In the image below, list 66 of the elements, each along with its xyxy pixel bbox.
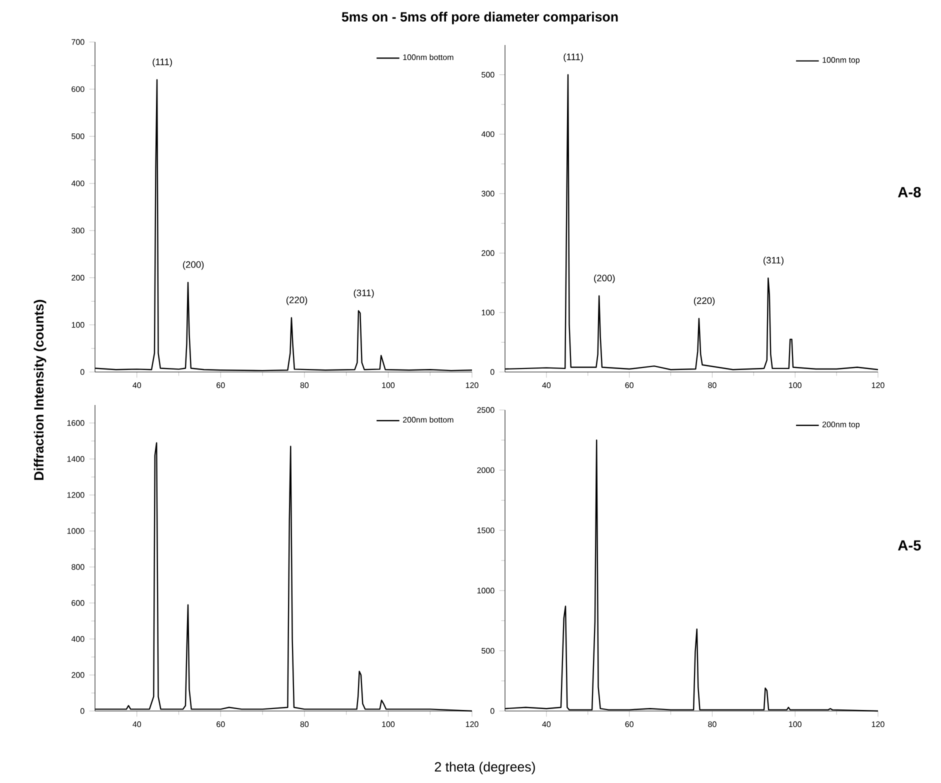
x-tick-label: 100	[382, 382, 395, 388]
annotation: (311)	[354, 289, 374, 298]
x-tick-label: 40	[542, 721, 551, 728]
y-tick-label: 500	[482, 648, 494, 654]
x-tick-label: 40	[542, 382, 551, 388]
y-tick-label: 0	[490, 369, 494, 375]
x-tick-label: 60	[625, 382, 634, 388]
y-tick-label: 1000	[477, 588, 494, 594]
y-tick-label: 100	[482, 310, 494, 316]
y-tick-label: 600	[72, 600, 84, 606]
x-tick-label: 60	[216, 721, 225, 728]
y-tick-label: 600	[72, 86, 84, 92]
x-tick-label: 120	[466, 721, 478, 728]
annotation: (220)	[286, 296, 308, 306]
y-tick-label: 400	[71, 180, 84, 186]
x-tick-label: 60	[625, 721, 634, 728]
y-tick-label: 800	[72, 564, 84, 570]
annotation: (111)	[564, 53, 583, 62]
y-tick-label: 1000	[67, 528, 84, 534]
x-tick-label: 60	[216, 382, 225, 388]
x-axis-title: 2 theta (degrees)	[434, 762, 535, 774]
annotation: (220)	[694, 297, 715, 306]
y-tick-label: 1400	[67, 456, 84, 462]
x-tick-label: 100	[789, 382, 802, 388]
y-tick-label: 100	[72, 322, 84, 328]
x-tick-label: 80	[300, 382, 309, 388]
y-tick-label: 1600	[67, 420, 84, 426]
chart-title: 5ms on - 5ms off pore diameter comparison	[342, 12, 618, 24]
y-tick-label: 2500	[477, 407, 494, 413]
y-tick-label: 0	[80, 369, 84, 375]
y-tick-label: 500	[72, 133, 84, 140]
x-tick-label: 120	[466, 382, 478, 388]
x-tick-label: 100	[382, 721, 395, 728]
legend-label: 200nm top	[822, 422, 860, 429]
y-tick-label: 200	[482, 250, 494, 256]
x-tick-label: 40	[132, 721, 142, 728]
annotation: (200)	[183, 261, 204, 270]
annotation: (311)	[764, 256, 784, 266]
y-tick-label: 1500	[477, 528, 494, 534]
legend-label: 200nm bottom	[403, 416, 454, 423]
text: A-8	[898, 186, 921, 198]
y-tick-label: 2000	[477, 467, 494, 474]
y-tick-label: 1200	[67, 492, 84, 498]
y-tick-label: 400	[71, 636, 84, 642]
y-tick-label: 0	[490, 708, 494, 714]
y-axis-title: Diffraction Intensity (counts)	[34, 300, 46, 480]
y-tick-label: 200	[72, 672, 84, 678]
x-tick-label: 80	[708, 382, 716, 388]
text: A-5	[898, 540, 921, 551]
y-tick-label: 500	[482, 72, 494, 78]
y-tick-label: 0	[80, 708, 84, 714]
y-tick-label: 400	[481, 131, 494, 138]
legend-label: 100nm bottom	[403, 54, 454, 60]
y-tick-label: 300	[72, 228, 84, 234]
x-tick-label: 100	[789, 721, 802, 728]
x-tick-label: 40	[132, 382, 142, 388]
x-tick-label: 80	[300, 721, 309, 728]
y-tick-label: 700	[72, 39, 84, 45]
y-tick-label: 300	[482, 190, 494, 196]
x-tick-label: 80	[708, 721, 716, 728]
legend-label: 100nm top	[822, 57, 860, 64]
x-tick-label: 120	[872, 382, 884, 388]
annotation: (111)	[152, 58, 172, 67]
y-tick-label: 200	[72, 274, 84, 281]
annotation: (200)	[594, 274, 615, 284]
x-tick-label: 120	[872, 721, 884, 728]
